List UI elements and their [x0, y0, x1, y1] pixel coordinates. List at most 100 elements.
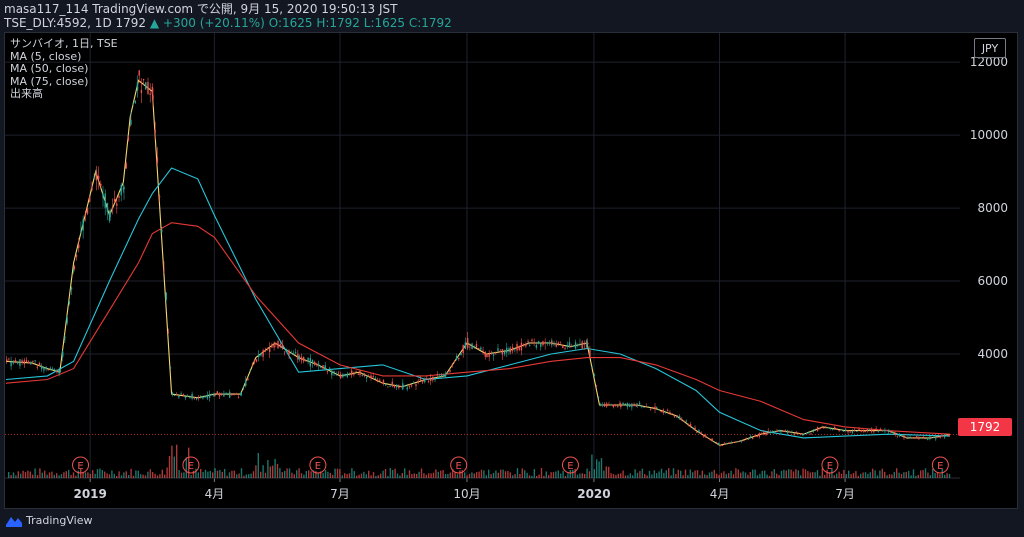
candle-body	[335, 373, 337, 375]
candle-body	[929, 436, 931, 440]
volume-bar	[857, 475, 859, 478]
volume-bar	[886, 475, 888, 478]
volume-bar	[44, 470, 46, 478]
candle-body	[698, 430, 700, 432]
currency-button[interactable]: JPY	[974, 38, 1006, 58]
volume-bar	[132, 475, 135, 478]
candle-body	[434, 379, 436, 380]
volume-bar	[456, 474, 459, 478]
x-tick-label: 7月	[330, 487, 350, 501]
volume-bar	[809, 472, 811, 478]
volume-bar	[826, 469, 828, 478]
candle-body	[886, 429, 888, 432]
footer-brand[interactable]: TradingView	[26, 514, 93, 527]
candle-body	[348, 374, 351, 376]
candle-body	[858, 429, 860, 431]
volume-bar	[557, 470, 559, 478]
volume-bar	[531, 475, 533, 478]
volume-bar	[152, 472, 154, 478]
volume-bar	[281, 472, 283, 478]
ohlc-values: O:1625 H:1792 L:1625 C:1792	[268, 16, 452, 30]
candle-body	[834, 427, 836, 429]
candle-body	[262, 350, 264, 357]
candle-body	[163, 269, 165, 271]
candle-body	[851, 430, 854, 433]
candle-body	[38, 362, 41, 366]
volume-bar	[185, 457, 187, 478]
volume-bar	[77, 470, 79, 478]
candle-body	[176, 393, 178, 395]
candle-body	[353, 373, 355, 375]
volume-bar	[312, 470, 315, 478]
volume-bar	[257, 452, 259, 478]
legend-ma50[interactable]: MA (50, close)	[10, 62, 89, 75]
volume-bar	[680, 470, 682, 478]
candle-body	[829, 428, 832, 429]
candle-body	[152, 95, 154, 100]
volume-bar	[948, 473, 951, 478]
candle-body	[113, 198, 116, 202]
legend-symbol[interactable]: サンバイオ, 1日, TSE	[10, 37, 118, 50]
volume-bar	[896, 468, 898, 478]
candle-body	[311, 359, 314, 363]
volume-bar	[785, 470, 787, 478]
volume-bar	[32, 474, 34, 478]
candle-body	[410, 385, 413, 387]
candle-body	[508, 348, 510, 352]
candle-body	[687, 424, 690, 426]
volume-bar	[586, 468, 588, 478]
candle-body	[444, 373, 447, 377]
candle-body	[424, 378, 426, 383]
candle-body	[458, 357, 460, 360]
volume-bar	[476, 472, 478, 478]
candle-body	[384, 384, 387, 386]
volume-bar	[737, 469, 739, 478]
volume-bar	[912, 469, 915, 478]
legend-ma75[interactable]: MA (75, close)	[10, 74, 89, 88]
candle-body	[890, 431, 892, 433]
candle-body	[713, 441, 716, 443]
candle-body	[825, 427, 827, 429]
volume-bar	[581, 473, 583, 478]
volume-bar	[934, 472, 936, 478]
volume-bar	[828, 472, 831, 478]
volume-bar	[735, 468, 737, 478]
tradingview-logo-icon[interactable]	[6, 515, 22, 527]
candle-body	[791, 432, 793, 433]
volume-bar	[483, 470, 485, 478]
candle-body	[643, 406, 645, 408]
candle-body	[649, 409, 652, 410]
volume-bar	[296, 470, 298, 478]
candle-body	[664, 411, 667, 413]
candle-body	[173, 395, 176, 396]
chart-header: masa117_114 TradingView.com で公開, 9月 15, …	[4, 2, 452, 30]
candle-body	[43, 367, 45, 371]
candle-body	[601, 404, 604, 406]
volume-bar	[555, 471, 557, 478]
volume-bar	[893, 471, 895, 478]
candle-body	[294, 352, 297, 353]
volume-bar	[178, 470, 180, 478]
candle-body	[286, 349, 288, 351]
volume-bar	[728, 473, 730, 478]
candle-body	[871, 429, 873, 432]
volume-bar	[53, 474, 55, 478]
volume-bar	[305, 471, 307, 478]
candle-body	[6, 359, 8, 361]
candle-body	[769, 431, 772, 433]
earnings-label: E	[77, 461, 83, 472]
legend-ma5[interactable]: MA (5, close)	[10, 49, 82, 63]
candle-body	[860, 429, 862, 432]
candle-body	[635, 404, 637, 407]
candle-body	[685, 420, 687, 422]
candle-body	[486, 353, 488, 358]
volume-bar	[442, 470, 444, 478]
candle-body	[251, 364, 254, 366]
candle-body	[585, 340, 588, 348]
legend-volume[interactable]: 出来高	[10, 87, 43, 100]
candle-body	[395, 384, 398, 388]
volume-bar	[591, 454, 593, 478]
volume-bar	[34, 468, 36, 478]
candle-body	[32, 361, 34, 362]
